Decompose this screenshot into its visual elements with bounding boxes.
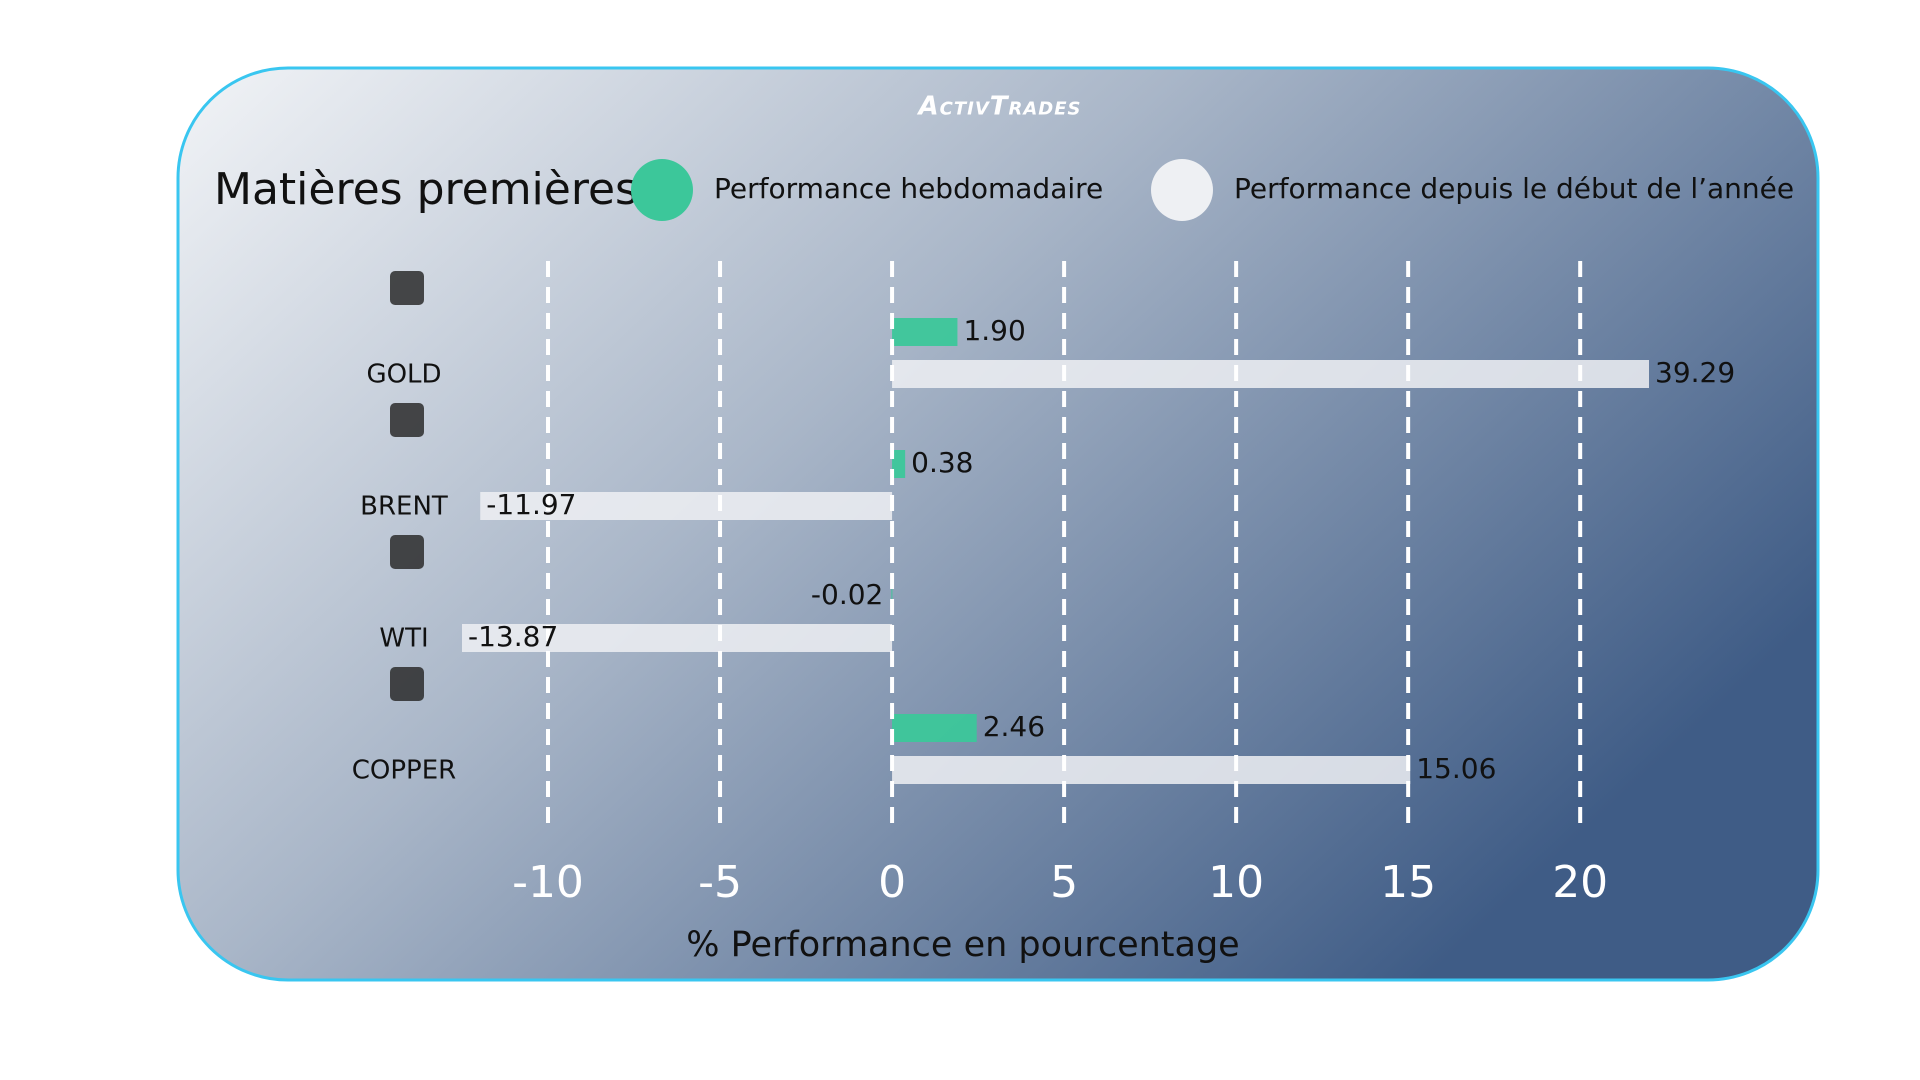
data-label: 2.46	[983, 710, 1045, 743]
data-label: 15.06	[1416, 752, 1496, 785]
data-label: 0.38	[911, 446, 973, 479]
data-label: -11.97	[486, 488, 576, 521]
x-tick-label: -10	[512, 857, 584, 908]
logo: ActivTrades	[917, 92, 1082, 122]
bar	[892, 756, 1411, 784]
data-label: 39.29	[1655, 356, 1735, 389]
x-axis-title: % Performance en pourcentage	[686, 925, 1239, 965]
x-tick-label: 0	[878, 857, 906, 908]
bar	[891, 582, 893, 610]
category-icon	[390, 403, 424, 437]
data-label: 1.90	[963, 314, 1025, 347]
data-label: -0.02	[811, 578, 883, 611]
category-label: BRENT	[360, 492, 448, 522]
x-tick-label: 20	[1552, 857, 1608, 908]
bar	[892, 714, 977, 742]
legend-label: Performance depuis le début de l’année	[1234, 172, 1794, 205]
category-label: WTI	[379, 624, 428, 654]
x-tick-label: 10	[1208, 857, 1264, 908]
x-tick-label: -5	[698, 857, 742, 908]
category-label: COPPER	[352, 756, 456, 786]
legend-swatch	[631, 159, 693, 221]
bar	[892, 450, 906, 478]
bar	[462, 624, 893, 652]
legend-label: Performance hebdomadaire	[714, 172, 1103, 205]
category-label: GOLD	[366, 360, 441, 390]
x-tick-label: 15	[1380, 857, 1436, 908]
data-label: -13.87	[468, 620, 558, 653]
legend-swatch	[1151, 159, 1213, 221]
category-icon	[390, 667, 424, 701]
category-icon	[390, 535, 424, 569]
bar	[892, 360, 1649, 388]
x-tick-label: 5	[1050, 857, 1078, 908]
bar	[892, 318, 958, 346]
chart-title: Matières premières	[214, 164, 638, 215]
category-icon	[390, 271, 424, 305]
